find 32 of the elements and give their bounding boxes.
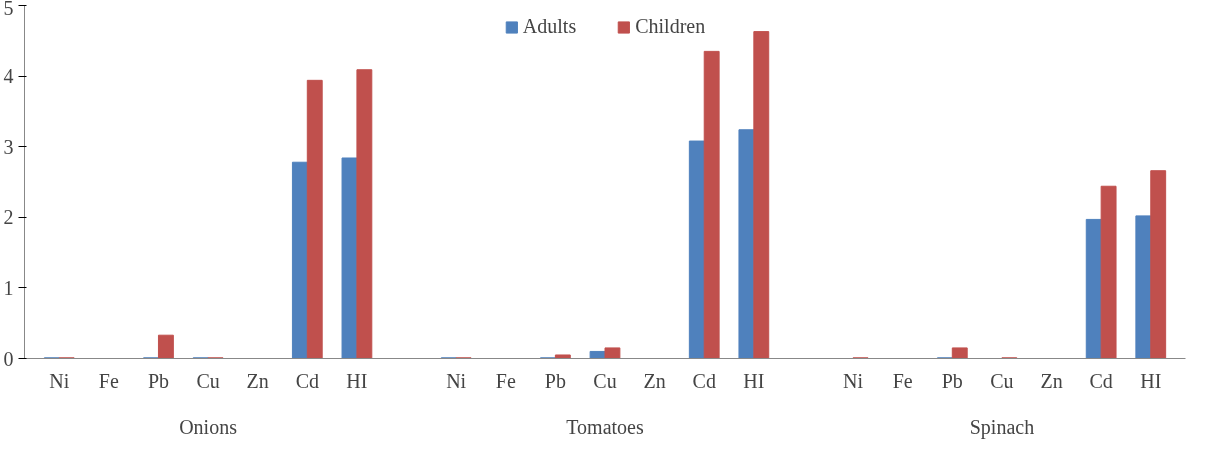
x-tick-label: Cu xyxy=(196,369,220,392)
y-tick-label: 3 xyxy=(3,135,14,158)
x-tick-label: Zn xyxy=(246,369,269,392)
y-tick-label: 0 xyxy=(3,347,14,370)
x-tick-label: HI xyxy=(346,369,368,392)
x-tick-label: Fe xyxy=(495,369,516,392)
y-tick-label: 1 xyxy=(3,276,14,299)
x-tick-label: Ni xyxy=(49,369,70,392)
x-tick-label: Pb xyxy=(544,369,566,392)
x-tick-label: Zn xyxy=(643,369,666,392)
x-tick-label: Pb xyxy=(147,369,170,392)
x-tick-label: Fe xyxy=(892,369,913,392)
legend-label: Adults xyxy=(522,15,577,38)
legend-label: Children xyxy=(635,15,706,38)
y-tick-label: 5 xyxy=(3,0,14,19)
x-tick-label: Ni xyxy=(843,369,864,392)
x-tick-label: Cd xyxy=(295,369,319,392)
text: Onions xyxy=(179,415,238,438)
y-tick-label: 4 xyxy=(3,65,14,88)
text: Spinach xyxy=(969,415,1035,439)
x-tick-label: Ni xyxy=(446,369,467,392)
x-tick-label: Cu xyxy=(593,369,617,392)
x-tick-label: Pb xyxy=(941,369,963,392)
x-tick-label: HI xyxy=(1140,369,1162,392)
x-tick-label: Cd xyxy=(692,369,716,392)
x-tick-label: Cd xyxy=(1089,369,1113,392)
x-tick-label: Zn xyxy=(1040,369,1063,392)
x-tick-label: Fe xyxy=(98,369,119,392)
x-tick-label: Cu xyxy=(990,369,1014,392)
y-tick-label: 2 xyxy=(3,206,14,229)
text: Tomatoes xyxy=(566,415,644,438)
x-tick-label: HI xyxy=(743,369,765,392)
